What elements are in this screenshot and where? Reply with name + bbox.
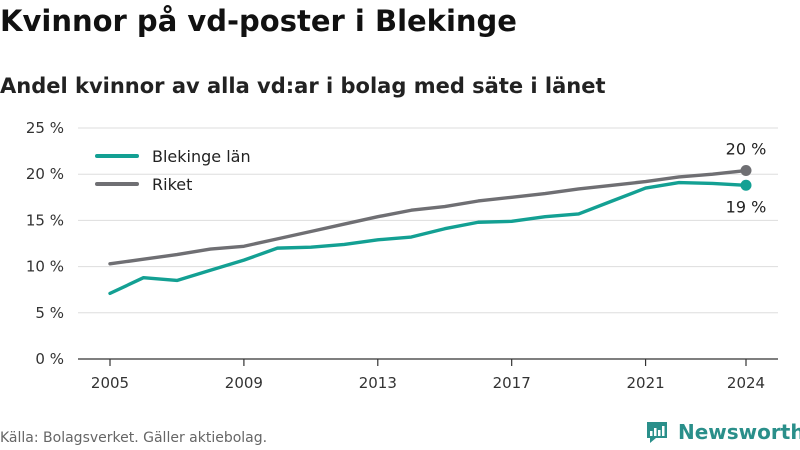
newsworthy-logo[interactable]: Newsworthy — [644, 419, 800, 445]
y-tick-label: 15 % — [26, 211, 64, 229]
series-line-blekinge — [108, 180, 748, 296]
chart-subtitle: Andel kvinnor av alla vd:ar i bolag med … — [0, 74, 606, 98]
y-tick-label: 10 % — [26, 258, 64, 276]
chart-title: Kvinnor på vd-poster i Blekinge — [0, 4, 517, 38]
brand-name: Newsworthy — [678, 420, 800, 444]
legend-label-blekinge: Blekinge län — [152, 147, 251, 166]
source-note: Källa: Bolagsverket. Gäller aktiebolag. — [0, 430, 268, 446]
y-tick-label: 25 % — [26, 119, 64, 137]
end-label-blekinge: 19 % — [726, 197, 767, 216]
y-tick-label: 20 % — [26, 165, 64, 183]
x-tick-label: 2021 — [626, 374, 664, 392]
end-point-blekinge — [740, 179, 752, 191]
series-line-riket — [108, 168, 748, 266]
x-tick-label: 2013 — [359, 374, 397, 392]
x-tick-label: 2005 — [91, 374, 129, 392]
end-label-riket: 20 % — [726, 140, 767, 159]
y-tick-label: 0 % — [35, 350, 64, 368]
end-point-riket — [740, 165, 752, 177]
x-tick-label: 2009 — [225, 374, 263, 392]
y-tick-label: 5 % — [35, 304, 64, 322]
legend-label-riket: Riket — [152, 175, 192, 194]
newsworthy-logo-icon — [647, 422, 667, 443]
x-tick-label: 2017 — [493, 374, 531, 392]
x-tick-label: 2024 — [727, 374, 765, 392]
